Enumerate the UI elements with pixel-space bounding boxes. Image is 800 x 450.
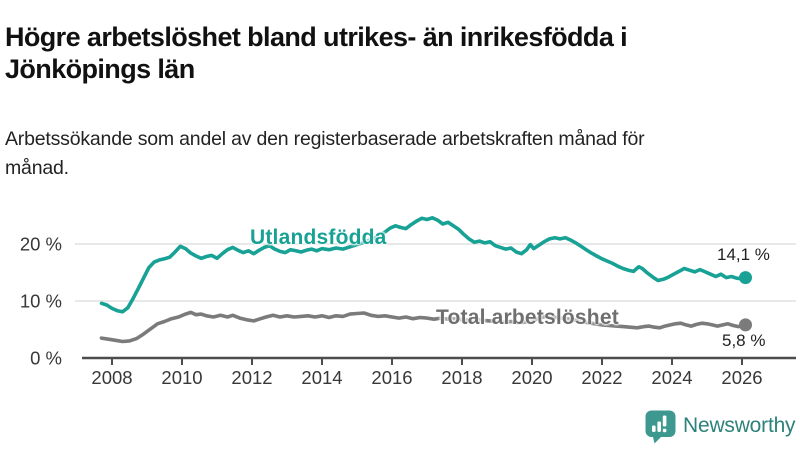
- series-line-0: [99, 216, 748, 314]
- series-label-total-arbetsloshet: Total arbetslöshet: [436, 306, 619, 329]
- chart-subtitle: Arbetssökande som andel av den registerb…: [5, 127, 645, 179]
- x-tick-label: 2012: [231, 367, 272, 388]
- x-tick-label: 2026: [721, 367, 762, 388]
- x-tick-label: 2022: [581, 367, 622, 388]
- newsworthy-logo-text: Newsworthy: [683, 414, 796, 437]
- y-tick-label: 0 %: [30, 348, 62, 369]
- x-tick-label: 2010: [161, 367, 202, 388]
- x-tick-label: 2014: [301, 367, 342, 388]
- y-tick-label: 20 %: [20, 234, 62, 255]
- x-tick-label: 2018: [441, 367, 482, 388]
- newsworthy-logo[interactable]: Newsworthy: [645, 410, 796, 444]
- y-tick-label: 10 %: [20, 291, 62, 312]
- end-value-utlandsfodda: 14,1 %: [717, 245, 770, 264]
- x-tick-label: 2024: [651, 367, 692, 388]
- series-end-dot-1: [739, 318, 752, 332]
- x-tick-label: 2016: [371, 367, 412, 388]
- series-line-1: [99, 310, 748, 344]
- newsworthy-logo-icon: [645, 410, 676, 444]
- x-tick-label: 2020: [511, 367, 552, 388]
- end-value-total-arbetsloshet: 5,8 %: [722, 331, 766, 350]
- series-end-dot-0: [739, 271, 752, 285]
- x-tick-label: 2008: [91, 367, 132, 388]
- page-title: Högre arbetslöshet bland utrikes- än inr…: [5, 22, 628, 84]
- series-label-utlandsfodda: Utlandsfödda: [250, 226, 387, 249]
